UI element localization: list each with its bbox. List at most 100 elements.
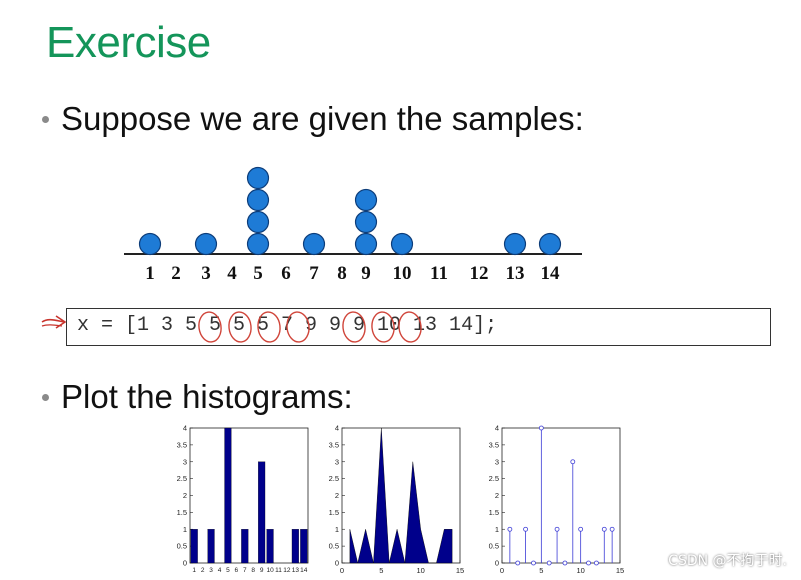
sample-dot [390,232,414,256]
histogram-bar [266,529,274,564]
stem-marker [531,560,536,566]
y-tick-label: 2 [335,491,339,500]
x-tick-label: 13 [292,567,300,574]
x-tick-label: 4 [218,567,222,574]
x-tick-label: 8 [251,567,255,574]
stem-marker [515,560,521,566]
x-tick-label: 15 [616,566,624,575]
x-tick-label: 3 [209,567,213,574]
sample-dot [354,232,378,256]
x-tick-label: 14 [300,567,308,574]
x-tick-label: 12 [283,567,291,574]
histogram-bar [224,427,232,564]
y-tick-label: 2 [183,491,187,500]
stem-marker [546,560,552,566]
dot-plot-tick-label: 2 [171,263,181,284]
x-tick-label: 15 [456,566,464,575]
slide-title: Exercise [46,18,211,67]
sample-dot [194,232,218,256]
y-tick-label: 4 [495,424,499,433]
bullet-histograms: Plot the histograms: [42,378,353,416]
y-tick-label: 0 [183,559,187,568]
y-tick-label: 3.5 [489,440,499,449]
stem-marker [570,459,576,465]
y-tick-label: 2.5 [489,474,499,483]
x-tick-label: 6 [235,567,239,574]
histogram-bar [241,529,249,564]
stem-marker [578,526,584,532]
y-tick-label: 3 [335,457,339,466]
x-tick-label: 1 [192,567,196,574]
y-tick-label: 0 [495,559,499,568]
stem-marker [586,560,591,566]
dot-plot-tick-label: 11 [430,263,448,284]
y-tick-label: 3.5 [329,440,339,449]
arrow-annotation-icon [41,315,67,329]
stem-marker [507,526,513,532]
histogram-bar [207,529,215,564]
x-tick-label: 2 [201,567,205,574]
y-tick-label: 3 [183,457,187,466]
y-tick-label: 3.5 [177,440,187,449]
y-tick-label: 3 [495,457,499,466]
code-line: x = [1 3 5 5 5 5 7 9 9 9 10 13 14]; [77,314,498,337]
y-tick-label: 1 [495,525,499,534]
y-tick-label: 4 [335,424,339,433]
histogram-bar-plot: 00.511.522.533.541 2 3 4 5 6 7 8 9 10 11 12 13 14 [177,424,309,574]
dot-plot-tick-label: 14 [541,263,561,284]
dot-plot-tick-label: 13 [506,263,525,284]
x-tick-label: 11 [275,567,282,574]
dot-plot-tick-label: 1 [145,263,155,284]
bullet-histograms-text: Plot the histograms: [61,378,353,415]
histogram-stem-plot: 0 0.5 1 1.5 2 2.5 3 3.5 4 0 5 10 15 [489,424,625,576]
dot-plot-tick-label: 7 [309,263,319,284]
sample-dot [138,232,162,256]
stem-marker [562,560,568,566]
histogram-area-plot: 0 0.5 1 1.5 2 2.5 3 3.5 4 0 5 10 15 [329,424,465,576]
watermark: CSDN @不拘于时. [668,553,787,569]
dot-plot-tick-label: 9 [361,263,371,284]
y-tick-label: 4 [183,424,187,433]
bullet-dot-icon [42,393,49,401]
stem-marker [594,560,599,566]
x-tick-label: 5 [539,566,543,575]
dot-plot-tick-label: 12 [470,263,489,284]
x-tick-label: 0 [340,566,344,575]
y-tick-label: 0 [335,559,339,568]
y-tick-label: 1 [183,525,187,534]
y-tick-label: 2.5 [329,474,339,483]
code-box: x = [1 3 5 5 5 5 7 9 9 9 10 13 14]; [66,308,771,346]
stem-marker [601,526,607,532]
sample-dot [302,232,326,256]
y-tick-label: 0.5 [329,542,339,551]
stem-marker [538,425,544,431]
bullet-samples: Suppose we are given the samples: [42,100,584,138]
histogram-bar [258,461,266,564]
y-tick-label: 1.5 [177,508,187,517]
dot-plot-tick-label: 6 [281,263,291,284]
sample-dot [538,232,562,256]
x-tick-label: 10 [416,566,424,575]
y-tick-label: 1.5 [329,508,339,517]
bullet-dot-icon [42,115,49,123]
sample-dot [354,188,378,212]
sample-dot [246,188,270,212]
y-tick-label: 1 [335,525,339,534]
y-tick-label: 0.5 [177,542,187,551]
histogram-area [349,427,453,564]
histogram-bar [190,529,198,564]
dot-plot-tick-label: 3 [201,263,211,284]
histogram-bar [291,529,299,564]
sample-dot [354,210,378,234]
x-tick-label: 10 [576,566,584,575]
x-tick-label: 5 [226,567,230,574]
x-tick-label: 5 [379,566,383,575]
y-tick-label: 2 [495,491,499,500]
dot-plot-tick-label: 5 [253,263,263,284]
sample-dot [503,232,527,256]
stem-marker [523,526,528,532]
bullet-samples-text: Suppose we are given the samples: [61,100,584,137]
stem-marker [554,526,560,532]
dot-plot-tick-label: 8 [337,263,347,284]
x-tick-label: 0 [500,566,504,575]
